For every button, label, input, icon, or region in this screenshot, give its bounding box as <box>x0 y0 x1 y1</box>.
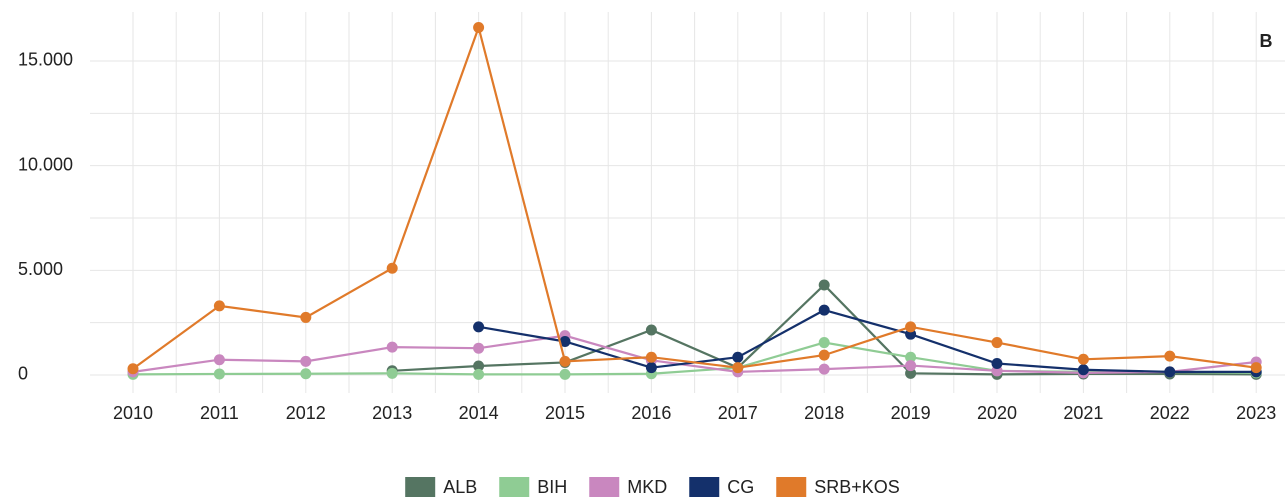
y-tick-label: 5.000 <box>18 259 63 279</box>
legend-item: ALB <box>405 477 477 497</box>
x-tick-label: 2017 <box>718 403 758 423</box>
data-point <box>300 355 312 367</box>
y-tick-label: 10.000 <box>18 154 73 174</box>
x-tick-label: 2013 <box>372 403 412 423</box>
data-point <box>818 279 830 291</box>
grid <box>90 12 1285 393</box>
y-tick-label: 15.000 <box>18 50 73 70</box>
legend-label: MKD <box>627 477 667 497</box>
data-point <box>991 357 1003 369</box>
data-point <box>818 363 830 375</box>
x-tick-label: 2021 <box>1063 403 1103 423</box>
data-point <box>1077 364 1089 376</box>
x-tick-label: 2019 <box>891 403 931 423</box>
data-point <box>300 368 312 380</box>
data-point <box>905 360 917 372</box>
legend-swatch <box>499 477 530 497</box>
data-point <box>645 362 657 374</box>
x-tick-label: 2011 <box>200 403 239 423</box>
data-point <box>905 321 917 333</box>
series-line <box>132 23 1257 370</box>
x-tick-label: 2022 <box>1150 403 1190 423</box>
data-point <box>991 337 1003 349</box>
legend-swatch <box>689 477 720 497</box>
x-tick-label: 2014 <box>459 403 499 423</box>
x-tick-label: 2012 <box>286 403 326 423</box>
legend-label: BIH <box>537 477 567 497</box>
legend-label: ALB <box>443 477 477 497</box>
series-line <box>478 308 1257 373</box>
data-point <box>127 363 139 375</box>
data-point <box>905 351 917 363</box>
data-point <box>818 304 830 316</box>
data-point <box>732 362 744 374</box>
legend-item: BIH <box>499 477 567 497</box>
legend-label: SRB+KOS <box>814 477 900 497</box>
data-point <box>1164 350 1176 362</box>
data-point <box>559 368 571 380</box>
x-tick-label: 2020 <box>977 403 1017 423</box>
data-point <box>386 367 398 379</box>
data-point <box>386 262 398 274</box>
data-point <box>473 21 485 33</box>
data-point <box>645 351 657 363</box>
data-point <box>1077 353 1089 365</box>
x-tick-label: 2016 <box>631 403 671 423</box>
data-point <box>473 360 485 372</box>
data-point <box>473 342 485 354</box>
series-line <box>132 334 1257 375</box>
legend-item: SRB+KOS <box>776 477 900 497</box>
data-point <box>559 355 571 367</box>
panel-label: B <box>1260 31 1273 51</box>
legend: ALB BIH MKD CG SRB+KOS <box>405 477 900 497</box>
data-point <box>473 368 485 380</box>
x-tick-label: 2023 <box>1236 403 1276 423</box>
data-point <box>473 321 485 333</box>
legend-swatch <box>776 477 807 497</box>
data-point <box>818 349 830 361</box>
data-point <box>645 324 657 336</box>
data-point <box>300 311 312 323</box>
data-point <box>1164 366 1176 378</box>
data-point <box>559 336 571 348</box>
data-point <box>213 368 225 380</box>
legend-label: CG <box>727 477 754 497</box>
data-point <box>386 341 398 353</box>
data-point <box>213 300 225 312</box>
legend-item: CG <box>689 477 754 497</box>
data-point <box>732 351 744 363</box>
x-tick-label: 2018 <box>804 403 844 423</box>
data-point <box>1250 362 1262 374</box>
y-tick-label: 0 <box>18 364 28 384</box>
x-tick-label: 2015 <box>545 403 585 423</box>
data-point <box>213 354 225 366</box>
legend-swatch <box>589 477 620 497</box>
data-point <box>905 367 917 379</box>
legend-item: MKD <box>589 477 667 497</box>
legend-swatch <box>405 477 436 497</box>
data-point <box>818 337 830 349</box>
x-tick-label: 2010 <box>113 403 153 423</box>
